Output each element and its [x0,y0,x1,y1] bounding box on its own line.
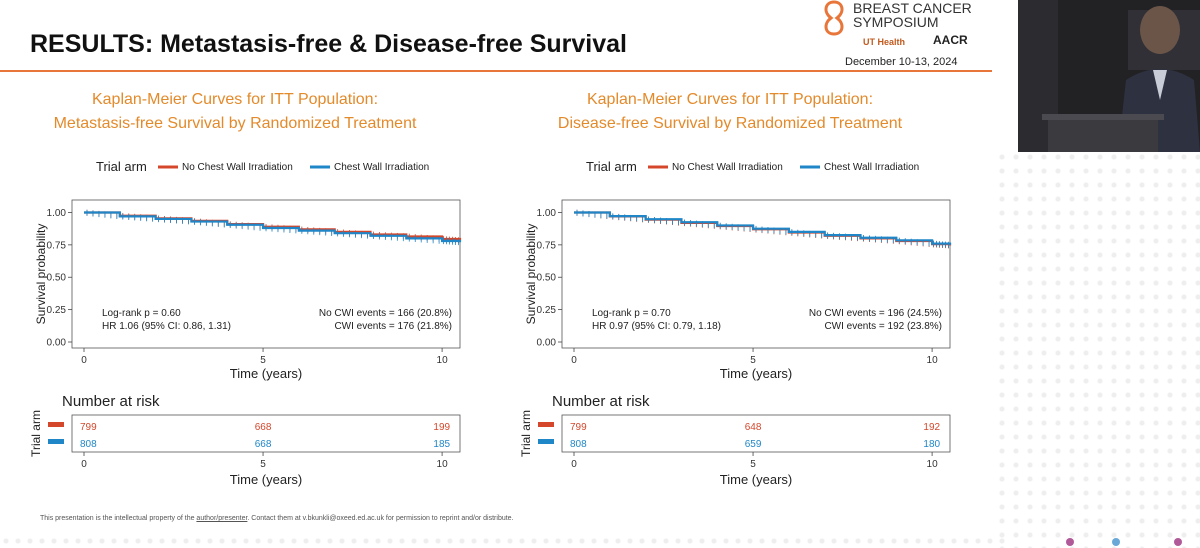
risk-y-axis-label: Trial arm [519,410,533,457]
background-pattern [995,150,1200,548]
risk-value: 799 [80,422,97,433]
km-chart-metastasis-free: Trial arm No Chest Wall Irradiation Chest … [29,159,462,487]
risk-x-tick-label: 0 [81,459,87,470]
x-tick-label: 5 [750,355,756,366]
y-axis-label: Survival probability [34,224,48,325]
risk-value: 808 [80,439,97,450]
km-curve-cwi [84,211,462,243]
risk-x-tick-label: 10 [437,459,449,470]
chart-2-title-line-2: Disease-free Survival by Randomized Trea… [557,115,903,132]
hazard-ratio-annotation: HR 0.97 (95% CI: 0.79, 1.18) [592,321,721,332]
risk-row-swatch-no-cwi [538,422,554,427]
logo-dates: December 10-13, 2024 [845,56,958,68]
ribbon-logo-icon [824,0,844,36]
y-tick-label: 1.00 [47,208,67,219]
footer-text-post: . Contact them at v.bkunkli@oxeed.ed.ac.… [247,515,514,522]
risk-value: 668 [255,439,272,450]
y-tick-label: 0.75 [537,240,557,251]
y-tick-label: 0.50 [537,273,557,284]
speaker-video-feed [1018,0,1200,152]
conference-logo: BREAST CANCER SYMPOSIUM UT Health AACR D… [815,0,995,70]
risk-y-axis-label: Trial arm [29,410,43,457]
risk-value: 192 [923,422,940,433]
risk-value: 799 [570,422,587,433]
legend-label-no-cwi: No Chest Wall Irradiation [182,162,293,173]
y-tick-label: 0.75 [47,240,67,251]
x-tick-label: 0 [81,355,87,366]
logo-aacr: AACR [933,33,968,47]
hazard-ratio-annotation: HR 1.06 (95% CI: 0.86, 1.31) [102,321,231,332]
risk-table-panel [71,414,461,453]
decorative-ribbons-icon [1066,538,1182,546]
cwi-events-annotation: CWI events = 176 (21.8%) [334,321,452,332]
x-axis-label: Time (years) [720,366,792,381]
copyright-footer: This presentation is the intellectual pr… [40,515,514,522]
risk-x-tick-label: 5 [260,459,266,470]
y-tick-label: 0.25 [47,305,67,316]
title-rule [0,70,992,72]
cwi-events-annotation: CWI events = 192 (23.8%) [824,321,942,332]
risk-table-title: Number at risk [552,393,650,410]
legend-title: Trial arm [96,159,147,174]
risk-x-tick-label: 5 [750,459,756,470]
km-chart-disease-free: Trial arm No Chest Wall Irradiation Chest … [519,159,952,487]
risk-x-axis-label: Time (years) [230,472,302,487]
risk-x-tick-label: 0 [571,459,577,470]
footer-author-link[interactable]: author/presenter [196,515,248,522]
speaker-silhouette-icon [1018,0,1200,152]
risk-table-panel [561,414,951,453]
bottom-pattern-strip [0,535,1010,548]
risk-row-swatch-cwi [48,439,64,444]
risk-value: 668 [255,422,272,433]
legend-label-cwi: Chest Wall Irradiation [334,162,429,173]
x-tick-label: 0 [571,355,577,366]
logo-line-1: BREAST CANCER [853,0,972,16]
no-cwi-events-annotation: No CWI events = 196 (24.5%) [809,308,942,319]
legend-label-no-cwi: No Chest Wall Irradiation [672,162,783,173]
risk-table-title: Number at risk [62,393,160,410]
logo-line-2: SYMPOSIUM [853,14,939,30]
risk-value: 659 [745,439,762,450]
y-tick-label: 0.50 [47,273,67,284]
risk-value: 808 [570,439,587,450]
chart-1-title: Kaplan-Meier Curves for ITT Population: … [15,88,455,136]
x-tick-label: 5 [260,355,266,366]
footer-text-pre: This presentation is the intellectual pr… [40,515,197,522]
slide-title: RESULTS: Metastasis-free & Disease-free … [30,30,627,58]
risk-x-tick-label: 10 [927,459,939,470]
x-tick-label: 10 [927,355,939,366]
chart-2-title: Kaplan-Meier Curves for ITT Population: … [510,88,950,136]
logrank-annotation: Log-rank p = 0.60 [102,308,181,319]
risk-value: 185 [433,439,450,450]
y-tick-label: 0.00 [47,338,67,349]
risk-value: 199 [433,422,450,433]
y-tick-label: 0.00 [537,338,557,349]
y-tick-label: 0.25 [537,305,557,316]
y-tick-label: 1.00 [537,208,557,219]
logrank-annotation: Log-rank p = 0.70 [592,308,671,319]
plot-panel [561,199,951,349]
chart-2-title-line-1: Kaplan-Meier Curves for ITT Population: [586,91,874,108]
slide: RESULTS: Metastasis-free & Disease-free … [0,0,1010,548]
risk-value: 648 [745,422,762,433]
risk-x-axis-label: Time (years) [720,472,792,487]
risk-row-swatch-cwi [538,439,554,444]
km-curve-cwi [574,211,952,245]
x-axis-label: Time (years) [230,366,302,381]
risk-value: 180 [923,439,940,450]
chart-1-title-line-2: Metastasis-free Survival by Randomized T… [53,115,417,132]
y-axis-label: Survival probability [524,224,538,325]
legend-title: Trial arm [586,159,637,174]
logo-ut-health: UT Health [863,37,906,47]
chart-1-title-line-1: Kaplan-Meier Curves for ITT Population: [91,91,379,108]
legend-label-cwi: Chest Wall Irradiation [824,162,919,173]
no-cwi-events-annotation: No CWI events = 166 (20.8%) [319,308,452,319]
x-tick-label: 10 [437,355,449,366]
risk-row-swatch-no-cwi [48,422,64,427]
